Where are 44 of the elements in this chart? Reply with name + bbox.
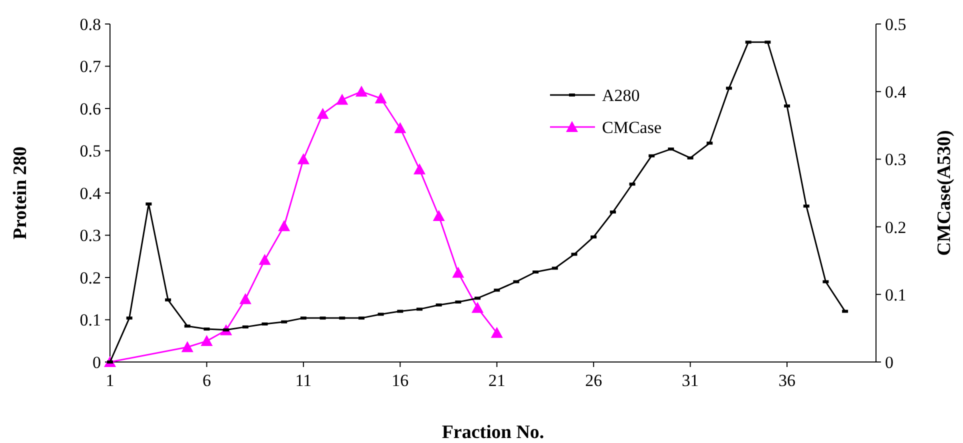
- point: [316, 108, 329, 119]
- x-tick-label: 11: [295, 371, 312, 390]
- x-axis-title: Fraction No.: [442, 422, 544, 443]
- y-axis-title: Protein 280: [10, 146, 31, 240]
- point: [200, 335, 213, 346]
- y-tick-label: 0.5: [80, 142, 101, 161]
- y-tick-label: 0.8: [80, 14, 101, 34]
- point: [490, 326, 503, 338]
- point: [297, 153, 310, 164]
- y2-tick-label: 0.4: [885, 82, 907, 102]
- y-tick-label: 0: [92, 352, 101, 372]
- y-tick-label: 0.4: [80, 184, 102, 203]
- y2-tick-label: 0.3: [885, 150, 906, 170]
- y2-tick-label: 0.2: [885, 218, 906, 237]
- x-tick-label: 36: [778, 371, 796, 390]
- point: [181, 341, 194, 352]
- point: [394, 122, 406, 134]
- y-tick-label: 0.7: [80, 57, 102, 76]
- x-tick-label: 6: [202, 371, 211, 390]
- y-tick-label: 0.2: [80, 268, 101, 288]
- y-tick-label: 0.1: [80, 310, 101, 330]
- x-tick-label: 26: [585, 371, 602, 390]
- legend-label: A280: [602, 86, 640, 105]
- y-tick-label: 0.3: [80, 226, 101, 246]
- point: [413, 163, 426, 174]
- point: [336, 94, 348, 105]
- point: [374, 92, 387, 104]
- point: [432, 210, 445, 221]
- x-tick-label: 31: [682, 371, 699, 390]
- y2-tick-label: 0: [885, 352, 894, 372]
- point: [258, 254, 271, 265]
- point: [239, 293, 252, 304]
- point: [472, 302, 484, 313]
- x-tick-label: 16: [392, 371, 409, 390]
- y-tick-label: 0.6: [80, 99, 101, 118]
- point: [278, 220, 290, 232]
- point: [452, 266, 464, 278]
- point: [355, 86, 368, 97]
- y2-axis-title: CMCase(A530): [934, 130, 955, 256]
- y2-tick-label: 0.1: [885, 285, 906, 304]
- y2-tick-label: 0.5: [885, 14, 906, 34]
- x-tick-label: 21: [488, 371, 506, 390]
- legend-label: CMCase: [602, 118, 662, 137]
- x-tick-label: 1: [106, 371, 114, 390]
